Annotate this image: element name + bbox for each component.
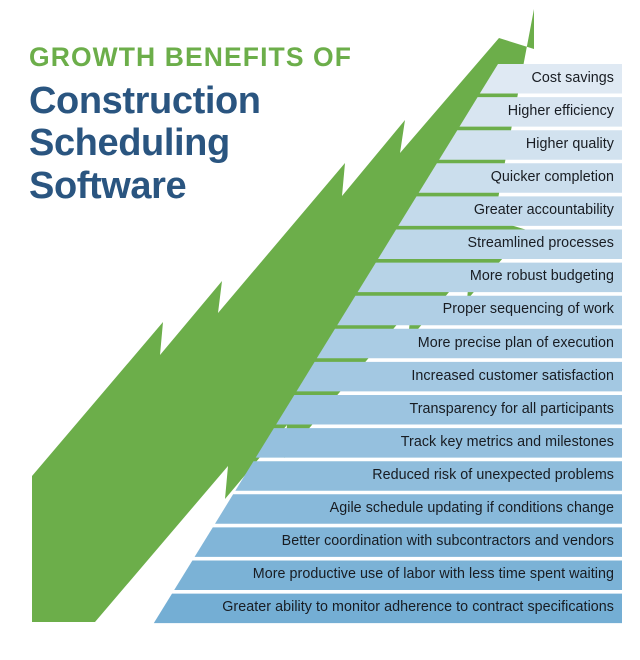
benefit-bar <box>235 461 623 491</box>
heading-block: GROWTH BENEFITS OF Construction Scheduli… <box>29 44 429 207</box>
benefit-bar-label: More precise plan of execution <box>417 334 614 351</box>
benefit-bar-label: Greater ability to monitor adherence to … <box>222 599 614 616</box>
benefit-bar-label: Quicker completion <box>490 169 614 186</box>
eyebrow-title: GROWTH BENEFITS OF <box>29 42 353 72</box>
benefit-bar <box>479 64 622 94</box>
benefit-bar <box>276 395 622 425</box>
benefit-bar <box>398 196 622 226</box>
benefit-bar <box>418 163 622 193</box>
benefit-bar <box>296 361 622 392</box>
benefit-bar <box>174 560 622 590</box>
benefit-bar <box>357 262 622 293</box>
benefit-bar-label: Higher quality <box>525 135 614 152</box>
page-title-line-3: Software <box>29 164 187 207</box>
benefit-bar-label: Proper sequencing of work <box>442 301 614 318</box>
benefit-bar-label: Greater accountability <box>473 202 614 219</box>
benefit-bar-label: Higher efficiency <box>507 102 614 119</box>
benefit-bar-label: Transparency for all participants <box>409 400 614 417</box>
benefit-bar <box>255 428 622 458</box>
benefit-bar-label: More productive use of labor with less t… <box>252 566 614 583</box>
benefit-bar <box>378 229 622 259</box>
benefit-bar-label: Track key metrics and milestones <box>400 433 614 450</box>
growth-arrow-shape <box>32 9 534 622</box>
benefit-bar-label: Increased customer satisfaction <box>411 367 614 384</box>
benefit-bar <box>316 328 622 359</box>
benefit-bar <box>459 97 622 127</box>
benefit-bar <box>337 295 622 326</box>
page-title-line-2: Scheduling <box>29 122 230 165</box>
benefit-bar-label: Agile schedule updating if conditions ch… <box>329 500 614 517</box>
benefit-bar-label: Cost savings <box>531 69 614 86</box>
benefit-bar <box>153 593 623 624</box>
page-title: Construction Scheduling Software <box>29 80 429 208</box>
benefit-bar <box>439 130 622 160</box>
benefit-bar <box>194 527 622 557</box>
benefit-bar <box>215 494 622 524</box>
benefit-bar-label: Better coordination with subcontractors … <box>281 533 614 550</box>
benefit-bar-label: Reduced risk of unexpected problems <box>372 466 614 483</box>
benefit-bar-label: Streamlined processes <box>467 235 614 252</box>
benefit-bar-label: More robust budgeting <box>469 268 614 285</box>
page-title-line-1: Construction <box>29 79 261 122</box>
